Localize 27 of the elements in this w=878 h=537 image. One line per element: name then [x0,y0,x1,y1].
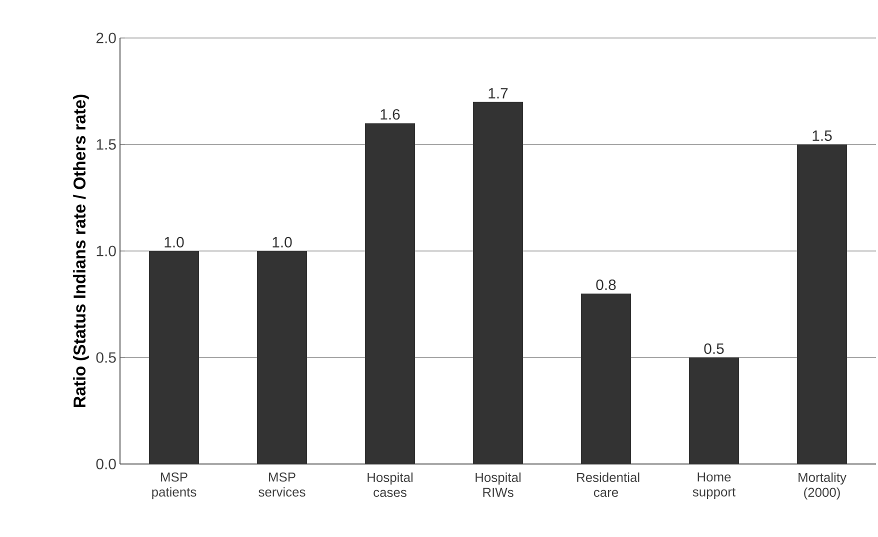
y-tick-label: 0.0 [96,458,116,470]
data-label: 1.5 [812,130,832,141]
data-label: 0.8 [596,279,616,290]
x-tick-label: MSP services [258,472,306,497]
data-label: 1.6 [380,109,400,120]
bar [473,102,524,464]
data-label: 1.0 [164,236,184,248]
x-tick-label: Hospital cases [368,472,413,497]
bar [257,250,308,464]
x-tick-label: MSP patients [152,472,196,500]
bar [581,294,632,464]
bar [689,358,740,464]
x-tick-label: Mortality (2000) [798,472,846,500]
data-label: 1.0 [272,236,292,248]
bar [149,250,199,464]
y-tick-label: 2.0 [96,32,116,44]
y-axis-title: Ratio (Status Indians rate / Others rate) [73,94,89,408]
y-tick-label: 1.5 [96,139,116,150]
x-tick-label: Hospital RIWs [476,472,521,497]
bar [365,123,416,464]
x-tick-label: Residential care [577,472,640,497]
y-tick-label: 1.0 [96,246,116,256]
data-label: 0.5 [704,343,724,354]
y-tick-label: 0.5 [96,352,116,363]
bar [797,144,848,464]
data-label: 1.7 [488,88,508,98]
x-tick-label: Home support [692,472,736,500]
